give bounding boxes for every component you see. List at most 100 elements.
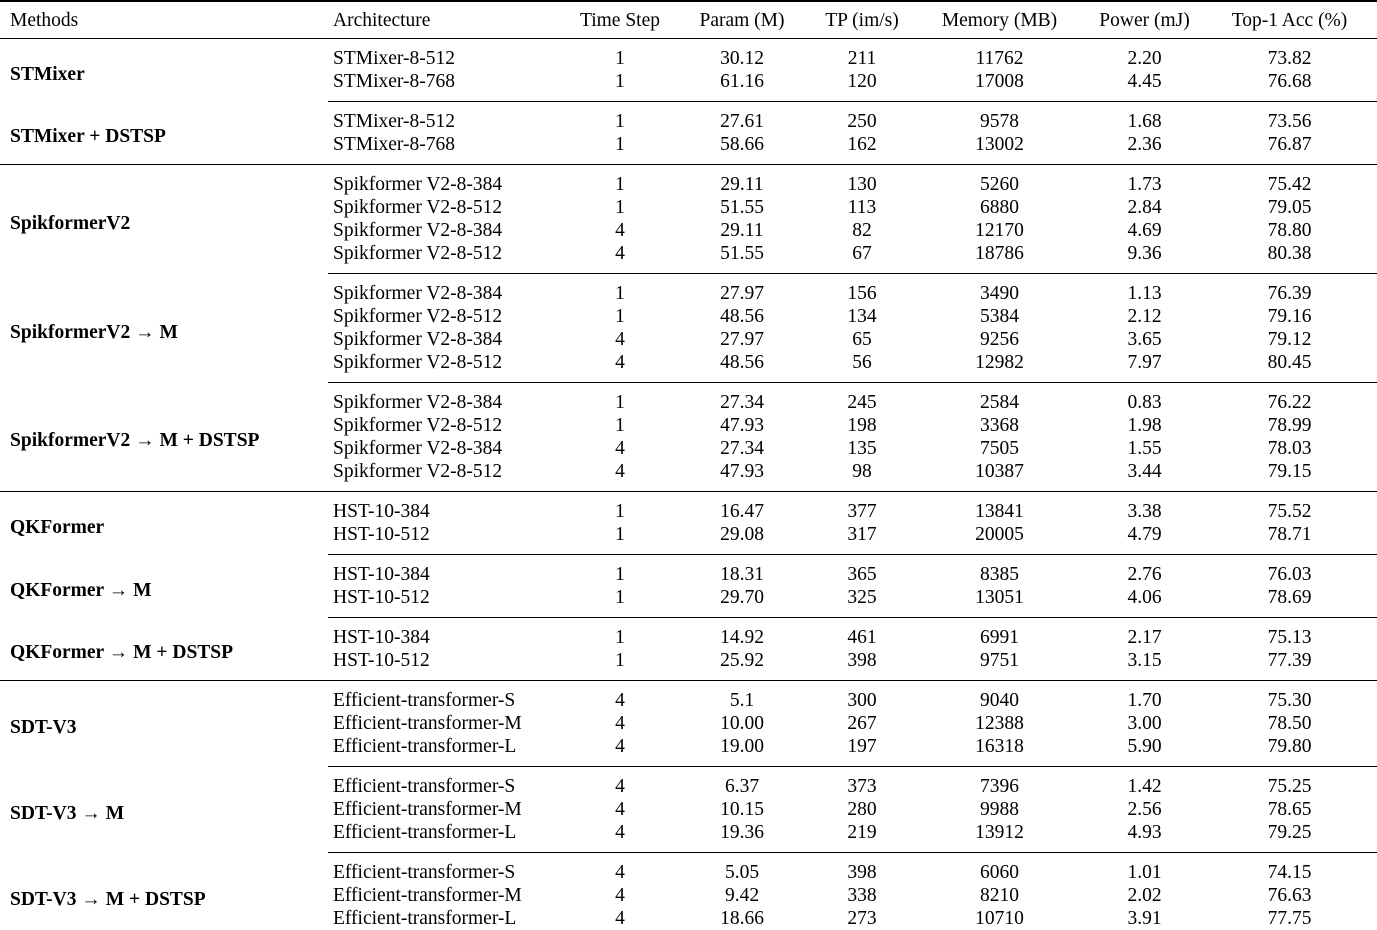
cell-param_m: 18.31 — [672, 554, 812, 586]
cell-tp_im_s: 162 — [847, 134, 877, 155]
cell-tp_im_s: 67 — [852, 243, 872, 264]
table-row: HST-10-512 1 25.92 398 9751 3.15 77.39 — [0, 649, 1377, 681]
cell-param_m: 47.93 — [720, 415, 764, 436]
cell-tp_im_s: 197 — [847, 736, 877, 757]
cell-power_mj: 4.06 — [1127, 587, 1162, 608]
cell-power_mj: 0.83 — [1087, 382, 1202, 414]
table-row: Spikformer V2-8-512 1 51.55 113 6880 2.84 79.0… — [0, 196, 1377, 219]
table-row: Efficient-transformer-M 4 10.15 280 9988 2.56… — [0, 798, 1377, 821]
cell-power_mj: 1.42 — [1087, 766, 1202, 798]
cell-param_m: 51.55 — [720, 243, 764, 264]
cell-top1_acc: 75.25 — [1202, 766, 1377, 798]
cell-architecture: Spikformer V2-8-512 — [333, 415, 503, 436]
cell-tp_im_s: 267 — [847, 713, 877, 734]
cell-tp_im_s: 398 — [847, 650, 877, 671]
cell-tp_im_s: 250 — [812, 101, 912, 133]
cell-time_step: 1 — [615, 48, 625, 69]
cell-memory_mb: 10387 — [975, 461, 1024, 482]
cell-top1_acc: 79.05 — [1267, 197, 1312, 218]
cell-top1_acc: 78.71 — [1267, 524, 1312, 545]
cell-param_m: 5.1 — [672, 680, 812, 712]
cell-power_mj: 2.12 — [1127, 306, 1162, 327]
cell-architecture: Efficient-transformer-L — [333, 908, 517, 929]
cell-param_m: 61.16 — [720, 71, 764, 92]
cell-power_mj: 3.00 — [1127, 713, 1162, 734]
cell-tp_im_s: 98 — [852, 461, 872, 482]
cell-memory_mb: 3368 — [980, 415, 1019, 436]
table-row: SDT-V3 Efficient-transformer-S 4 5.1 300 9040… — [0, 680, 1377, 767]
cell-time_step: 4 — [615, 220, 625, 241]
cell-tp_im_s: 461 — [812, 617, 912, 649]
cell-architecture: HST-10-512 — [333, 587, 430, 608]
table-row: Efficient-transformer-L 4 18.66 273 10710 3.9… — [0, 907, 1377, 930]
cell-param_m: 19.00 — [720, 736, 764, 757]
cell-memory_mb: 12982 — [975, 352, 1024, 373]
method-cell: QKFormer — [0, 491, 328, 555]
cell-top1_acc: 78.99 — [1267, 415, 1312, 436]
cell-tp_im_s: 211 — [847, 48, 877, 69]
cell-time_step: 4 — [615, 822, 625, 843]
cell-param_m: 48.56 — [720, 352, 764, 373]
cell-power_mj: 4.79 — [1127, 524, 1162, 545]
cell-top1_acc: 80.38 — [1267, 243, 1312, 264]
table-row: Spikformer V2-8-384 4 27.97 65 9256 3.65 79.12 — [0, 328, 1377, 351]
table-row: SpikformerV2 Spikformer V2-8-384 1 29.11 130… — [0, 164, 1377, 274]
cell-top1_acc: 78.69 — [1267, 587, 1312, 608]
cell-param_m: 29.11 — [672, 164, 812, 196]
cell-param_m: 30.12 — [720, 48, 764, 69]
cell-time_step: 1 — [615, 650, 625, 671]
cell-top1_acc: 79.12 — [1267, 329, 1312, 350]
table-row: SDT-V3 → M Efficient-transformer-S 4 6.37 37… — [0, 766, 1377, 824]
cell-architecture: STMixer-8-512 — [333, 48, 456, 69]
cell-power_mj: 1.68 — [1087, 101, 1202, 133]
cell-architecture: Efficient-transformer-M — [333, 885, 522, 906]
cell-time_step: 1 — [568, 554, 672, 586]
cell-tp_im_s: 273 — [847, 908, 877, 929]
cell-power_mj: 1.55 — [1127, 438, 1162, 459]
cell-memory_mb: 13841 — [912, 491, 1087, 523]
cell-memory_mb: 20005 — [975, 524, 1024, 545]
cell-architecture: STMixer-8-768 — [333, 71, 456, 92]
cell-time_step: 1 — [615, 415, 625, 436]
cell-top1_acc: 78.50 — [1267, 713, 1312, 734]
cell-power_mj: 1.73 — [1087, 164, 1202, 196]
cell-architecture: Spikformer V2-8-512 — [333, 306, 503, 327]
cell-architecture: HST-10-512 — [333, 650, 430, 671]
cell-tp_im_s: 56 — [852, 352, 872, 373]
cell-power_mj: 2.17 — [1087, 617, 1202, 649]
method-cell: SpikformerV2 → M + DSTSP — [10, 430, 260, 452]
table-row: QKFormer → M + DSTSP HST-10-384 1 14.92 461 6… — [0, 617, 1377, 663]
cell-memory_mb: 13002 — [975, 134, 1024, 155]
cell-architecture: Spikformer V2-8-512 — [333, 243, 503, 264]
method-cell: SpikformerV2 — [0, 164, 328, 274]
column-header-time_step: Time Step — [568, 1, 672, 39]
cell-architecture: Spikformer V2-8-384 — [333, 329, 503, 350]
cell-param_m: 29.70 — [720, 587, 764, 608]
column-header-method: Methods — [0, 1, 328, 39]
cell-tp_im_s: 130 — [812, 164, 912, 196]
table-row: HST-10-512 1 29.08 317 20005 4.79 78.71 — [0, 523, 1377, 555]
cell-memory_mb: 8210 — [980, 885, 1019, 906]
cell-architecture: HST-10-512 — [333, 524, 430, 545]
cell-architecture: STMixer-8-768 — [333, 134, 456, 155]
cell-top1_acc: 78.65 — [1267, 799, 1312, 820]
table-row: Spikformer V2-8-512 4 51.55 67 18786 9.36 80.3… — [0, 242, 1377, 274]
table-row: Spikformer V2-8-384 4 27.34 135 7505 1.55 78.0… — [0, 437, 1377, 460]
cell-tp_im_s: 365 — [812, 554, 912, 586]
cell-top1_acc: 79.15 — [1267, 461, 1312, 482]
cell-power_mj: 3.15 — [1127, 650, 1162, 671]
table-row: HST-10-512 1 29.70 325 13051 4.06 78.69 — [0, 586, 1377, 618]
cell-tp_im_s: 245 — [812, 382, 912, 414]
cell-power_mj: 1.01 — [1087, 852, 1202, 884]
method-cell: SDT-V3 — [0, 680, 328, 767]
cell-power_mj: 4.93 — [1127, 822, 1162, 843]
method-cell: SpikformerV2 → M — [10, 321, 178, 343]
method-cell: STMixer + DSTSP — [10, 126, 166, 148]
table-row: STMixer-8-768 1 61.16 120 17008 4.45 76.68 — [0, 70, 1377, 102]
cell-power_mj: 7.97 — [1127, 352, 1162, 373]
cell-memory_mb: 11762 — [975, 48, 1024, 69]
cell-time_step: 4 — [568, 766, 672, 798]
cell-memory_mb: 6880 — [980, 197, 1019, 218]
table-row: SpikformerV2 → M Spikformer V2-8-384 1 27.9… — [0, 273, 1377, 343]
